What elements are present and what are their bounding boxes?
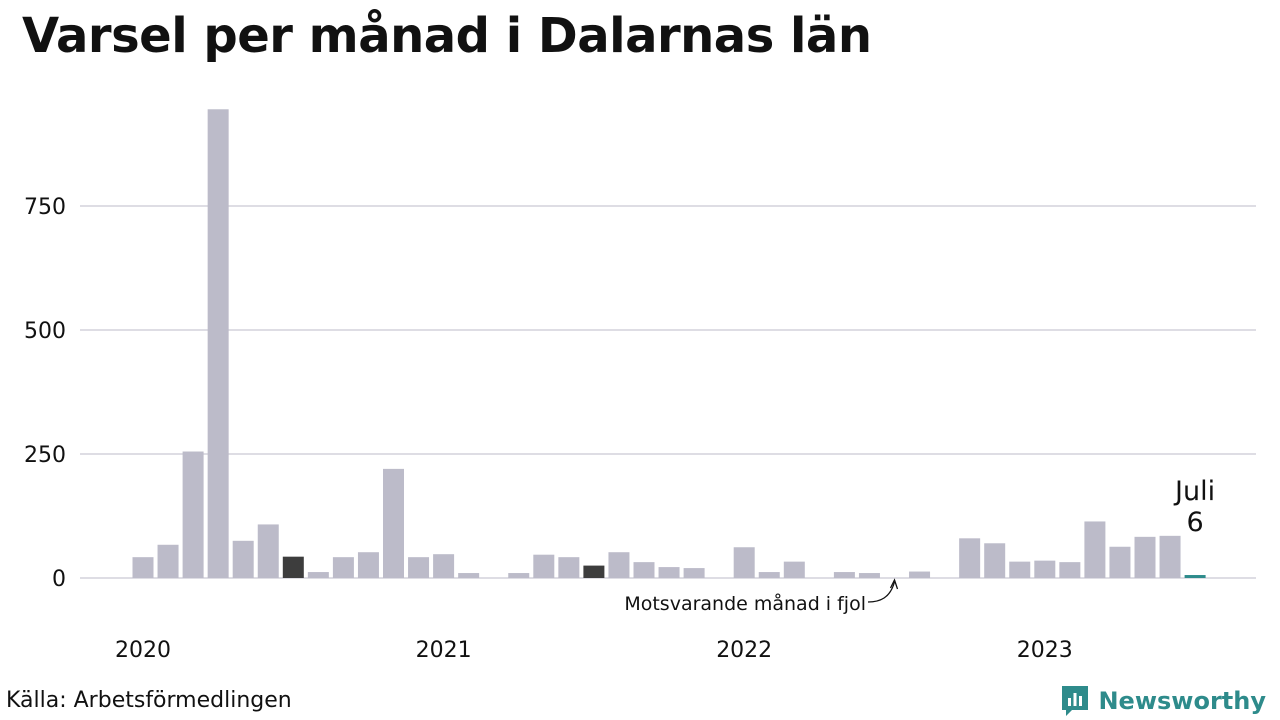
- bar-2021-01: [433, 554, 455, 578]
- bar-2020-01: [132, 557, 154, 578]
- y-tick-label: 250: [24, 443, 66, 468]
- bar-2023-01: [1034, 560, 1056, 578]
- bar-2022-10: [959, 538, 981, 578]
- page-title: Varsel per månad i Dalarnas län: [22, 8, 872, 64]
- bar-2020-10: [357, 552, 379, 578]
- bar-2020-07: [282, 556, 304, 578]
- bar-2021-10: [658, 567, 680, 578]
- brand-name: Newsworthy: [1098, 687, 1266, 715]
- bar-2022-05: [833, 572, 855, 578]
- bar-2023-03: [1084, 521, 1106, 578]
- bar-2021-09: [633, 562, 655, 578]
- x-tick-label: 2021: [416, 638, 472, 663]
- annotation-arrowhead: [889, 578, 899, 590]
- annotation-arrow: [867, 581, 896, 603]
- y-tick-label: 0: [52, 567, 66, 592]
- bar-2021-08: [608, 552, 630, 578]
- bar-2020-08: [307, 572, 329, 578]
- bar-chart-logo-icon: [1062, 686, 1089, 716]
- bar-2020-05: [232, 540, 254, 578]
- bar-2022-02: [758, 572, 780, 578]
- bar-2020-03: [182, 451, 204, 578]
- x-tick-label: 2023: [1017, 638, 1073, 663]
- current-value-label: 6: [1187, 507, 1204, 538]
- source-label: Källa: Arbetsförmedlingen: [6, 688, 292, 713]
- current-month-label: Juli: [1173, 476, 1215, 507]
- bar-2022-06: [858, 573, 880, 578]
- bar-2020-11: [383, 468, 404, 578]
- bar-2020-12: [408, 557, 430, 578]
- bar-2023-05: [1134, 536, 1156, 578]
- x-tick-label: 2020: [115, 638, 171, 663]
- bar-2023-06: [1159, 535, 1181, 578]
- brand-logo: Newsworthy: [1060, 684, 1266, 718]
- bar-2020-06: [257, 524, 279, 578]
- bar-2023-02: [1059, 562, 1081, 578]
- bar-2021-04: [508, 573, 530, 578]
- bar-2021-07: [583, 565, 605, 578]
- bar-2022-08: [909, 571, 931, 578]
- bar-2020-04: [207, 109, 229, 578]
- bar-2021-11: [683, 568, 705, 578]
- annotation-label: Motsvarande månad i fjol: [624, 592, 866, 615]
- bar-2023-04: [1109, 546, 1131, 578]
- bar-2023-07: [1184, 575, 1206, 578]
- bar-2021-06: [558, 557, 580, 578]
- bar-2022-01: [733, 547, 755, 578]
- bar-2022-03: [783, 561, 805, 578]
- x-tick-label: 2022: [716, 638, 772, 663]
- y-tick-label: 750: [24, 195, 66, 220]
- bar-2021-05: [533, 554, 555, 578]
- bar-2020-09: [332, 557, 354, 578]
- bar-2022-12: [1009, 561, 1031, 578]
- y-tick-label: 500: [24, 319, 66, 344]
- bar-2020-02: [157, 544, 179, 578]
- bar-2022-11: [984, 543, 1006, 578]
- bar-2021-02: [458, 573, 480, 578]
